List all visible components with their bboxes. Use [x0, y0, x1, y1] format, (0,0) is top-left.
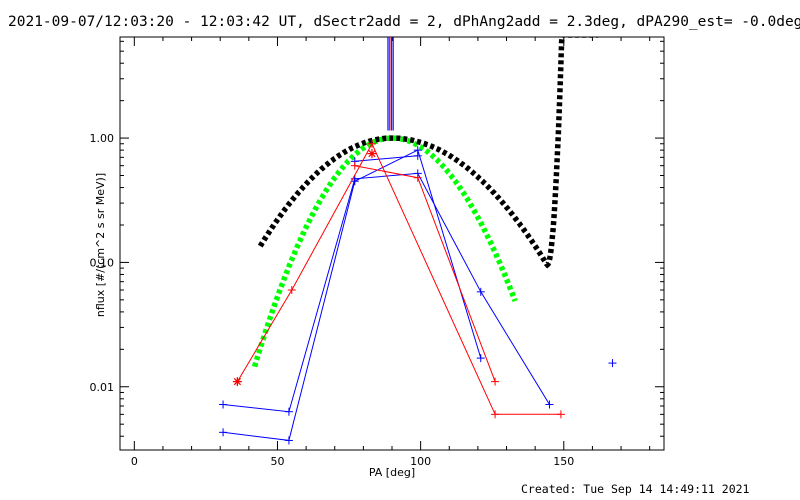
- star-ray: [233, 378, 241, 386]
- y-axis-label: nflux [#/(cm^2 s sr MeV)]: [94, 173, 107, 317]
- red-1-point: [556, 410, 565, 419]
- blue-isolated-point: [608, 359, 617, 368]
- blue-2-point: [284, 436, 293, 445]
- red-star-point: [232, 377, 242, 387]
- x-tick-label: 100: [410, 455, 431, 468]
- red-1-point: [287, 286, 296, 295]
- x-axis-label: PA [deg]: [369, 466, 415, 479]
- blue-2-point: [219, 428, 228, 437]
- red-2-line: [354, 165, 496, 382]
- red-2-point: [350, 161, 359, 170]
- y-tick-label: 1.00: [90, 132, 115, 145]
- blue-1-point: [476, 287, 485, 296]
- red-1-point: [367, 139, 376, 148]
- blue-2-point: [350, 177, 359, 186]
- x-tick-label: 0: [131, 455, 138, 468]
- y-tick-label: 0.10: [90, 256, 115, 269]
- x-tick-label: 50: [270, 455, 284, 468]
- green-dashed-model: [251, 135, 518, 368]
- x-tick-label: 150: [553, 455, 574, 468]
- blue-3-line: [354, 155, 418, 162]
- blue-1-point: [219, 400, 228, 409]
- black-dashed-model: [257, 37, 599, 269]
- red-2-point: [413, 173, 422, 182]
- blue-1-point: [545, 400, 554, 409]
- blue-2-point: [476, 354, 485, 363]
- red-1-point: [491, 410, 500, 419]
- red-2-point: [491, 377, 500, 386]
- chart-title: 2021-09-07/12:03:20 - 12:03:42 UT, dSect…: [8, 14, 800, 30]
- blue-1-point: [284, 407, 293, 416]
- y-tick-label: 0.01: [90, 381, 115, 394]
- blue-2-line: [223, 149, 482, 441]
- blue-3-point: [413, 151, 422, 160]
- created-timestamp: Created: Tue Sep 14 14:49:11 2021: [521, 482, 750, 496]
- star-ray: [368, 150, 376, 158]
- blue-1-line: [223, 172, 550, 413]
- red-star-point: [367, 149, 377, 159]
